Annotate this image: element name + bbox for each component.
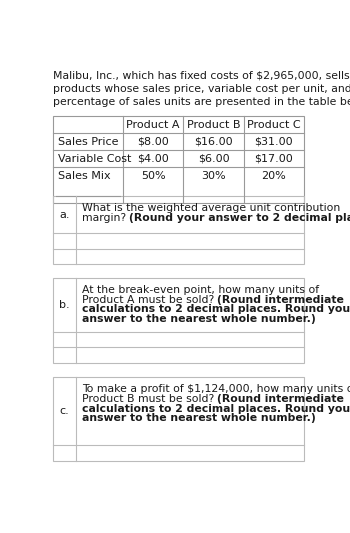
Text: (Round intermediate: (Round intermediate [217,295,344,304]
Text: Variable Cost: Variable Cost [58,154,131,164]
Bar [53,116,304,203]
Text: What is the weighted average unit contribution: What is the weighted average unit contri… [82,203,340,213]
Text: $31.00: $31.00 [254,137,293,147]
Text: Sales Mix: Sales Mix [58,171,110,181]
Bar [53,278,304,363]
Text: calculations to 2 decimal places. Round your: calculations to 2 decimal places. Round … [82,304,350,314]
Text: $4.00: $4.00 [137,154,169,164]
Text: Product A must be sold?: Product A must be sold? [82,295,217,304]
Text: Malibu, Inc., which has fixed costs of $2,965,000, sells three
products whose sa: Malibu, Inc., which has fixed costs of $… [53,70,350,107]
Text: Product B: Product B [187,120,240,130]
Text: answer to the nearest whole number.): answer to the nearest whole number.) [82,314,315,324]
Text: $8.00: $8.00 [137,137,169,147]
Text: answer to the nearest whole number.): answer to the nearest whole number.) [82,413,315,423]
Bar [53,377,304,461]
Text: To make a profit of $1,124,000, how many units of: To make a profit of $1,124,000, how many… [82,384,350,394]
Bar [53,196,304,264]
Text: (Round your answer to 2 decimal places.): (Round your answer to 2 decimal places.) [130,213,350,223]
Text: $16.00: $16.00 [194,137,233,147]
Text: At the break-even point, how many units of: At the break-even point, how many units … [82,285,319,295]
Text: Sales Price: Sales Price [58,137,118,147]
Text: calculations to 2 decimal places. Round your: calculations to 2 decimal places. Round … [82,403,350,414]
Text: a.: a. [60,210,70,220]
Text: (Round intermediate: (Round intermediate [217,394,344,404]
Text: Product A: Product A [126,120,180,130]
Text: 30%: 30% [201,171,226,181]
Text: c.: c. [60,406,70,416]
Text: 50%: 50% [141,171,165,181]
Text: b.: b. [60,300,70,310]
Text: 20%: 20% [261,171,286,181]
Text: Product B must be sold?: Product B must be sold? [82,394,217,404]
Text: $6.00: $6.00 [198,154,229,164]
Text: Product C: Product C [247,120,301,130]
Text: margin?: margin? [82,213,130,223]
Text: $17.00: $17.00 [254,154,293,164]
